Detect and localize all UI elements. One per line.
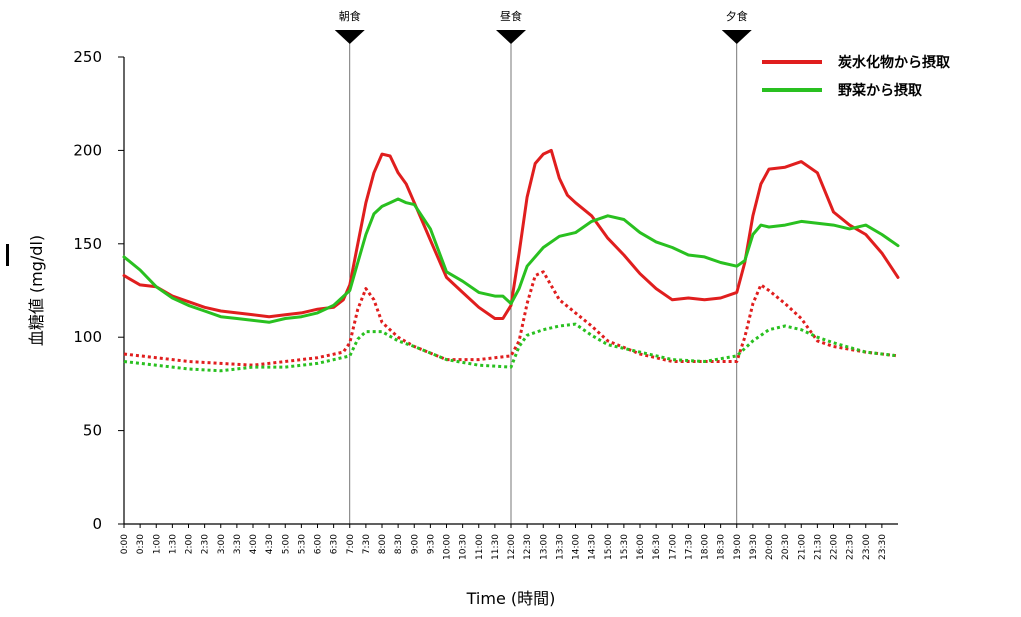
x-tick-label: 8:30 [394,534,404,554]
y-tick-label: 200 [73,141,102,159]
x-tick-label: 15:30 [620,534,630,560]
x-axis-ticks: 0:00 0:30 1:00 1:30 2:00 2:30 3:00 3:30 4:00 4:30… [120,524,888,560]
series-lines [122,148,900,373]
x-tick-label: 13:30 [555,534,565,560]
x-tick-label: 19:30 [749,534,759,560]
x-tick-label: 7:30 [362,534,372,554]
x-tick-label: 14:00 [572,534,582,560]
x-tick-label: 21:00 [797,534,807,560]
y-axis-title: 血糖値 (mg/dl) [27,235,46,346]
x-tick-label: 14:30 [588,534,598,560]
x-tick-label: 10:30 [459,534,469,560]
x-tick-label: 0:30 [136,534,146,554]
x-tick-label: 16:30 [652,534,662,560]
x-tick-label: 22:00 [830,534,840,560]
x-tick-label: 17:00 [668,534,678,560]
series-line [122,197,900,324]
x-tick-label: 2:30 [201,534,211,554]
x-tick-label: 21:30 [813,534,823,560]
x-tick-label: 20:00 [765,534,775,560]
meal-label: 昼食 [500,9,522,23]
x-tick-label: 18:30 [717,534,727,560]
x-tick-label: 23:00 [862,534,872,560]
y-tick-label: 100 [73,328,102,346]
y-tick-label: 150 [73,235,102,253]
x-tick-label: 3:00 [217,534,227,554]
x-tick-label: 11:30 [491,534,501,560]
meal-label: 夕食 [726,9,748,23]
y-tick-label: 250 [73,48,102,66]
series-line-dotted [123,322,899,373]
series-line [122,148,900,320]
x-tick-label: 7:00 [346,534,356,554]
meal-label: 朝食 [339,9,361,23]
meal-marker-triangle [496,30,526,44]
x-tick-label: 6:00 [314,534,324,554]
x-tick-label: 15:00 [604,534,614,560]
x-axis-title: Time (時間) [466,589,556,608]
x-tick-label: 12:00 [507,534,517,560]
y-axis-ticks: 0 50 100 150 200 250 [73,48,124,533]
x-tick-label: 5:30 [297,534,307,554]
x-tick-label: 0:00 [120,534,130,554]
x-tick-label: 4:30 [265,534,275,554]
x-tick-label: 5:00 [281,534,291,554]
left-edge-marker [6,244,9,266]
x-tick-label: 22:30 [846,534,856,560]
x-tick-label: 3:30 [233,534,243,554]
x-tick-label: 1:30 [168,534,178,554]
x-tick-label: 11:00 [475,534,485,560]
meal-marker-triangle [334,30,365,44]
x-tick-label: 18:00 [701,534,711,560]
series-line-dotted [123,270,899,367]
x-tick-label: 1:00 [152,534,162,554]
x-tick-label: 6:30 [330,534,340,554]
y-tick-label: 0 [92,515,102,533]
x-tick-label: 8:00 [378,534,388,554]
x-tick-label: 13:00 [539,534,549,560]
x-tick-label: 23:30 [878,534,888,560]
meal-marker-triangle [721,30,752,44]
x-tick-label: 9:30 [426,534,436,554]
x-tick-label: 20:30 [781,534,791,560]
meal-markers: 朝食 昼食 夕食 [334,9,752,524]
x-tick-label: 10:00 [443,534,453,560]
x-tick-label: 16:00 [636,534,646,560]
y-tick-label: 50 [83,422,102,440]
x-tick-label: 9:00 [410,534,420,554]
x-tick-label: 19:00 [733,534,743,560]
x-tick-label: 4:00 [249,534,259,554]
x-tick-label: 12:30 [523,534,533,560]
x-tick-label: 2:00 [185,534,195,554]
legend-label: 野菜から摂取 [838,82,923,99]
legend-label: 炭水化物から摂取 [838,54,951,71]
x-tick-label: 17:30 [684,534,694,560]
